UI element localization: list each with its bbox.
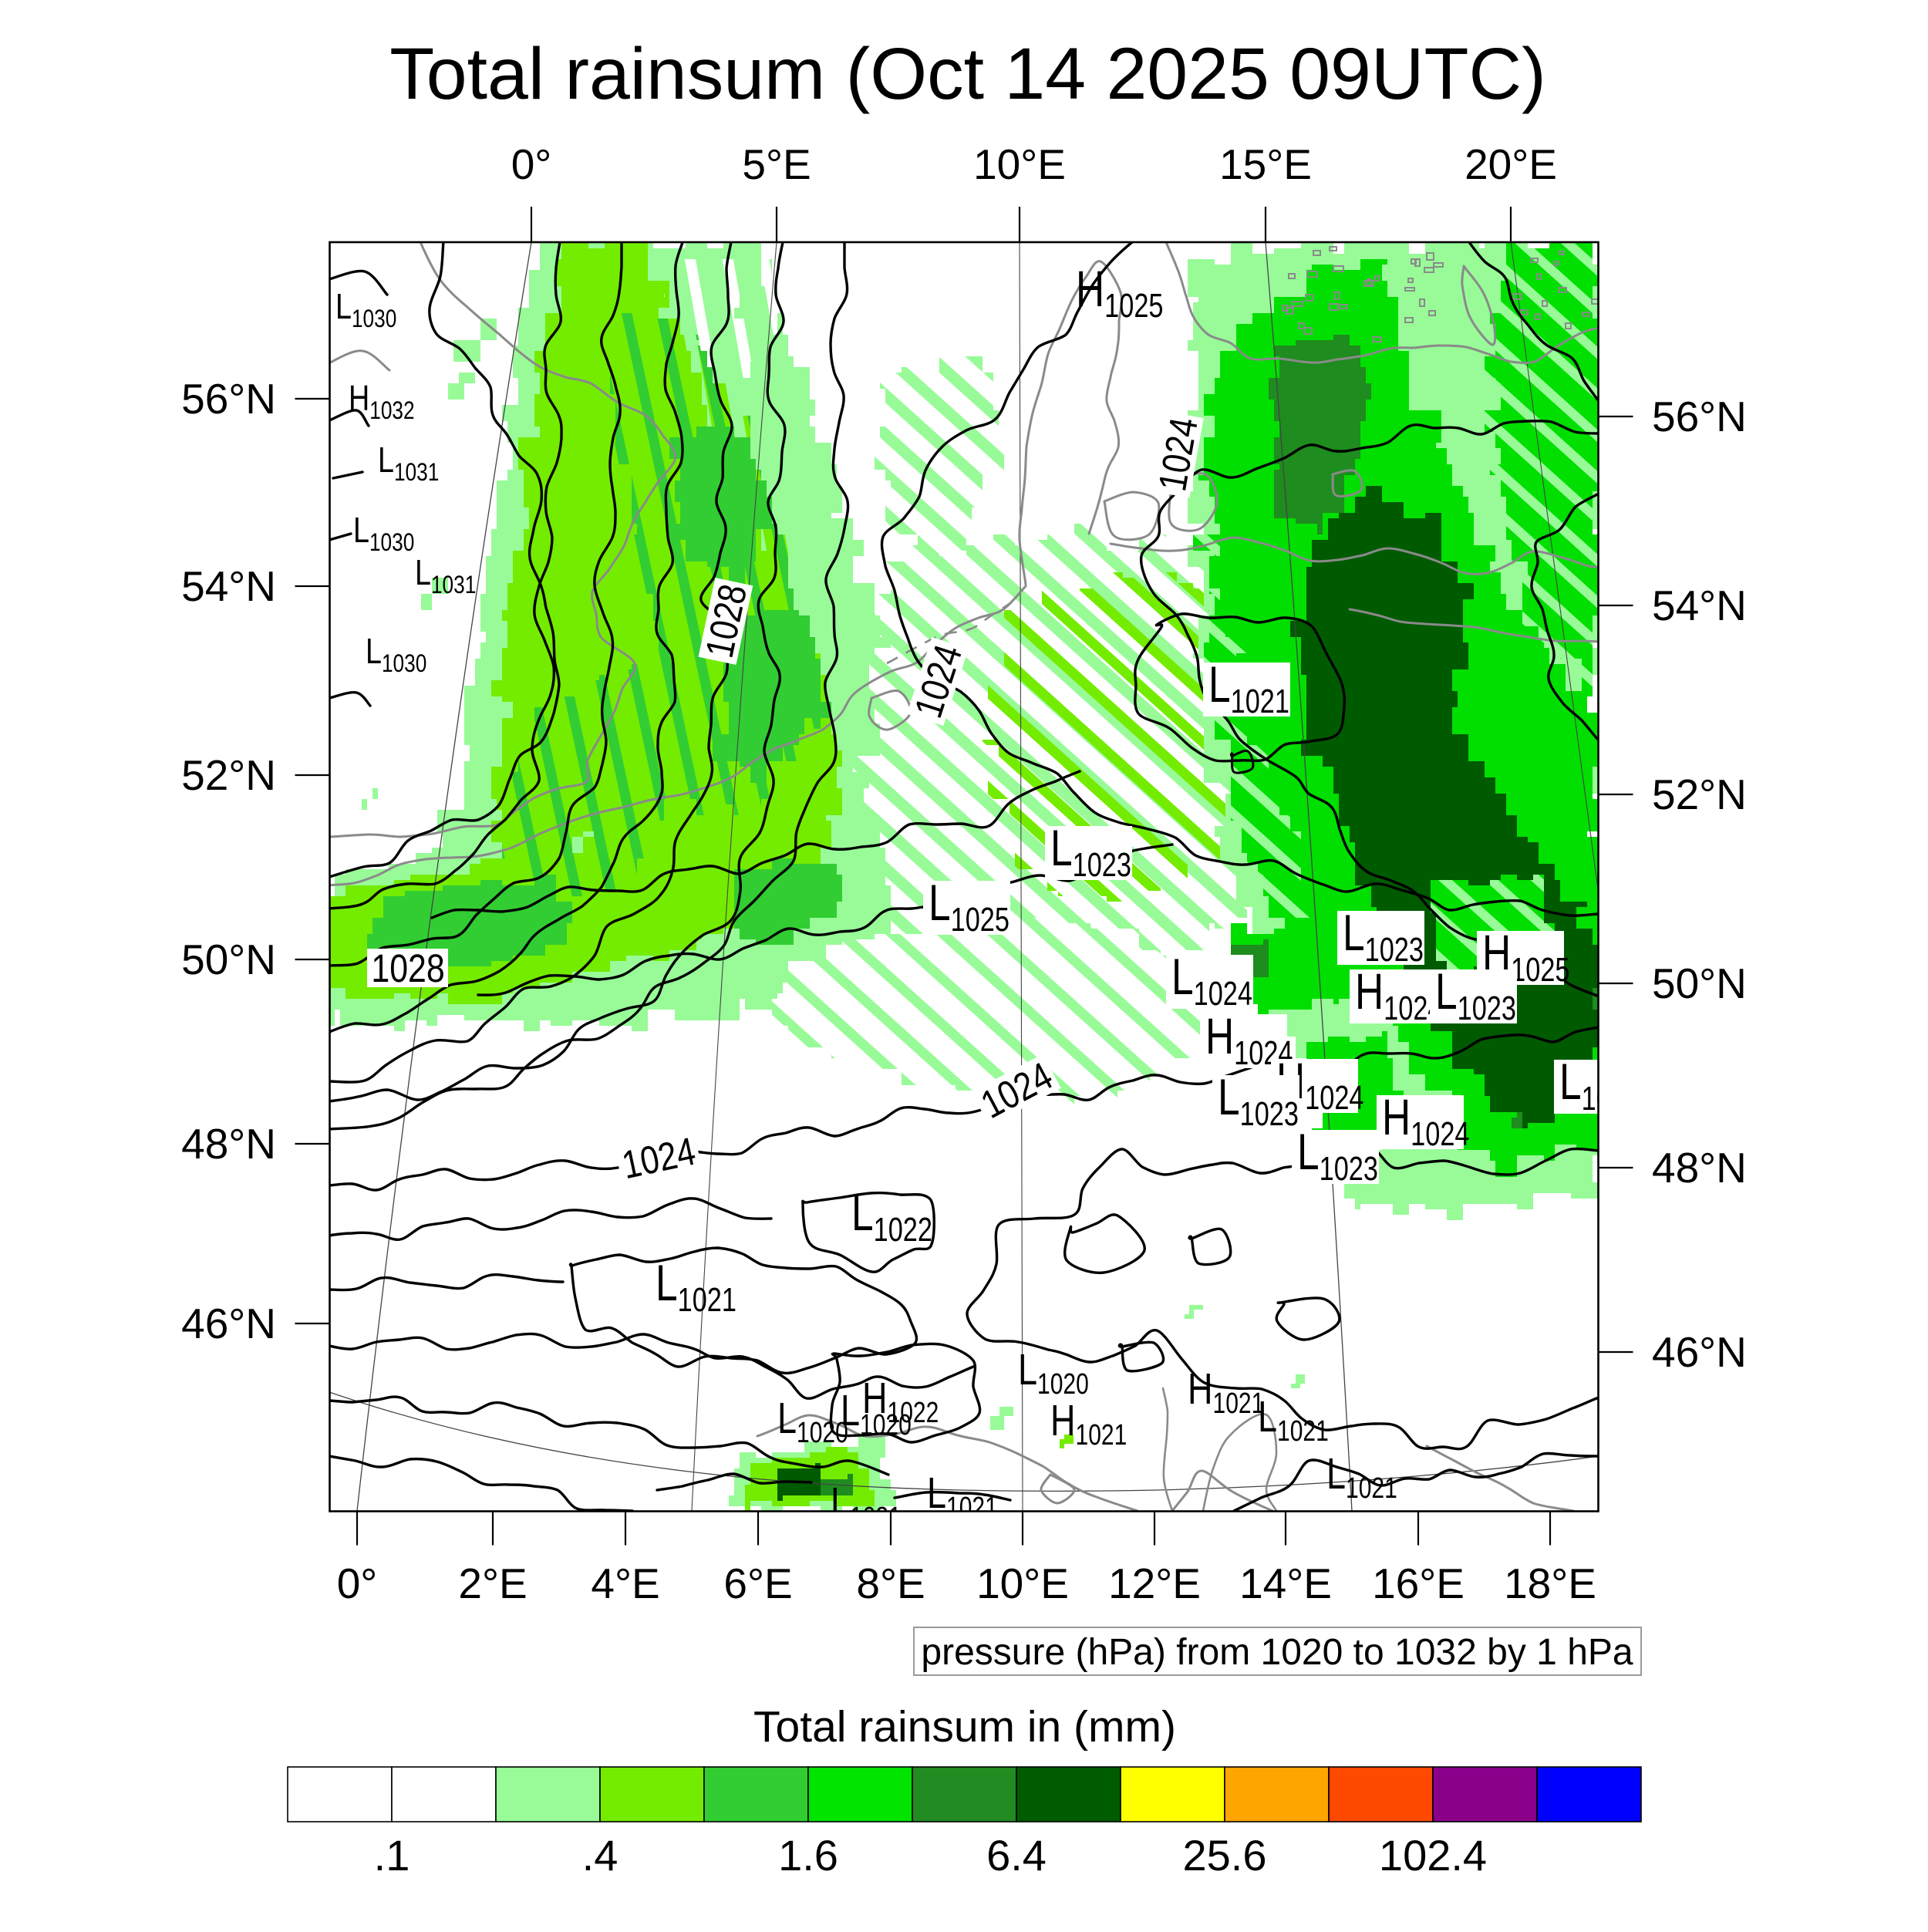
svg-text:54°N: 54°N (181, 562, 276, 610)
svg-text:48°N: 48°N (181, 1120, 276, 1168)
svg-text:20°E: 20°E (1465, 140, 1557, 188)
svg-text:5°E: 5°E (742, 140, 811, 188)
svg-text:6°E: 6°E (723, 1559, 792, 1607)
svg-text:16°E: 16°E (1372, 1559, 1465, 1607)
svg-text:Total rainsum in (mm): Total rainsum in (mm) (753, 1702, 1176, 1752)
svg-text:10°E: 10°E (976, 1559, 1069, 1607)
svg-text:1.6: 1.6 (778, 1831, 838, 1880)
svg-text:6.4: 6.4 (986, 1831, 1047, 1880)
svg-text:0°: 0° (337, 1559, 378, 1607)
svg-text:15°E: 15°E (1219, 140, 1312, 188)
svg-text:8°E: 8°E (856, 1559, 925, 1607)
svg-text:56°N: 56°N (1652, 393, 1747, 440)
svg-text:46°N: 46°N (181, 1300, 276, 1347)
svg-text:50°N: 50°N (1652, 959, 1747, 1007)
svg-text:4°E: 4°E (591, 1559, 659, 1607)
svg-text:56°N: 56°N (181, 375, 276, 423)
svg-text:12°E: 12°E (1108, 1559, 1201, 1607)
svg-text:1028: 1028 (371, 946, 444, 990)
svg-text:52°N: 52°N (1652, 770, 1747, 818)
svg-text:.4: .4 (582, 1831, 619, 1880)
svg-text:46°N: 46°N (1652, 1328, 1747, 1376)
svg-text:48°N: 48°N (1652, 1144, 1747, 1192)
svg-text:25.6: 25.6 (1183, 1831, 1267, 1880)
svg-text:14°E: 14°E (1239, 1559, 1332, 1607)
svg-text:L10: L10 (1559, 1053, 1611, 1118)
svg-text:.1: .1 (374, 1831, 410, 1880)
svg-text:102.4: 102.4 (1379, 1831, 1487, 1880)
svg-text:Total rainsum (Oct 14 2025 09U: Total rainsum (Oct 14 2025 09UTC) (389, 33, 1546, 115)
svg-text:54°N: 54°N (1652, 582, 1747, 629)
svg-text:10°E: 10°E (973, 140, 1066, 188)
svg-text:pressure (hPa) from 1020 to 10: pressure (hPa) from 1020 to 1032 by 1 hP… (921, 1632, 1633, 1673)
svg-text:52°N: 52°N (181, 751, 276, 799)
svg-text:0°: 0° (511, 140, 552, 188)
svg-text:2°E: 2°E (458, 1559, 527, 1607)
svg-text:50°N: 50°N (181, 936, 276, 983)
svg-text:18°E: 18°E (1504, 1559, 1596, 1607)
